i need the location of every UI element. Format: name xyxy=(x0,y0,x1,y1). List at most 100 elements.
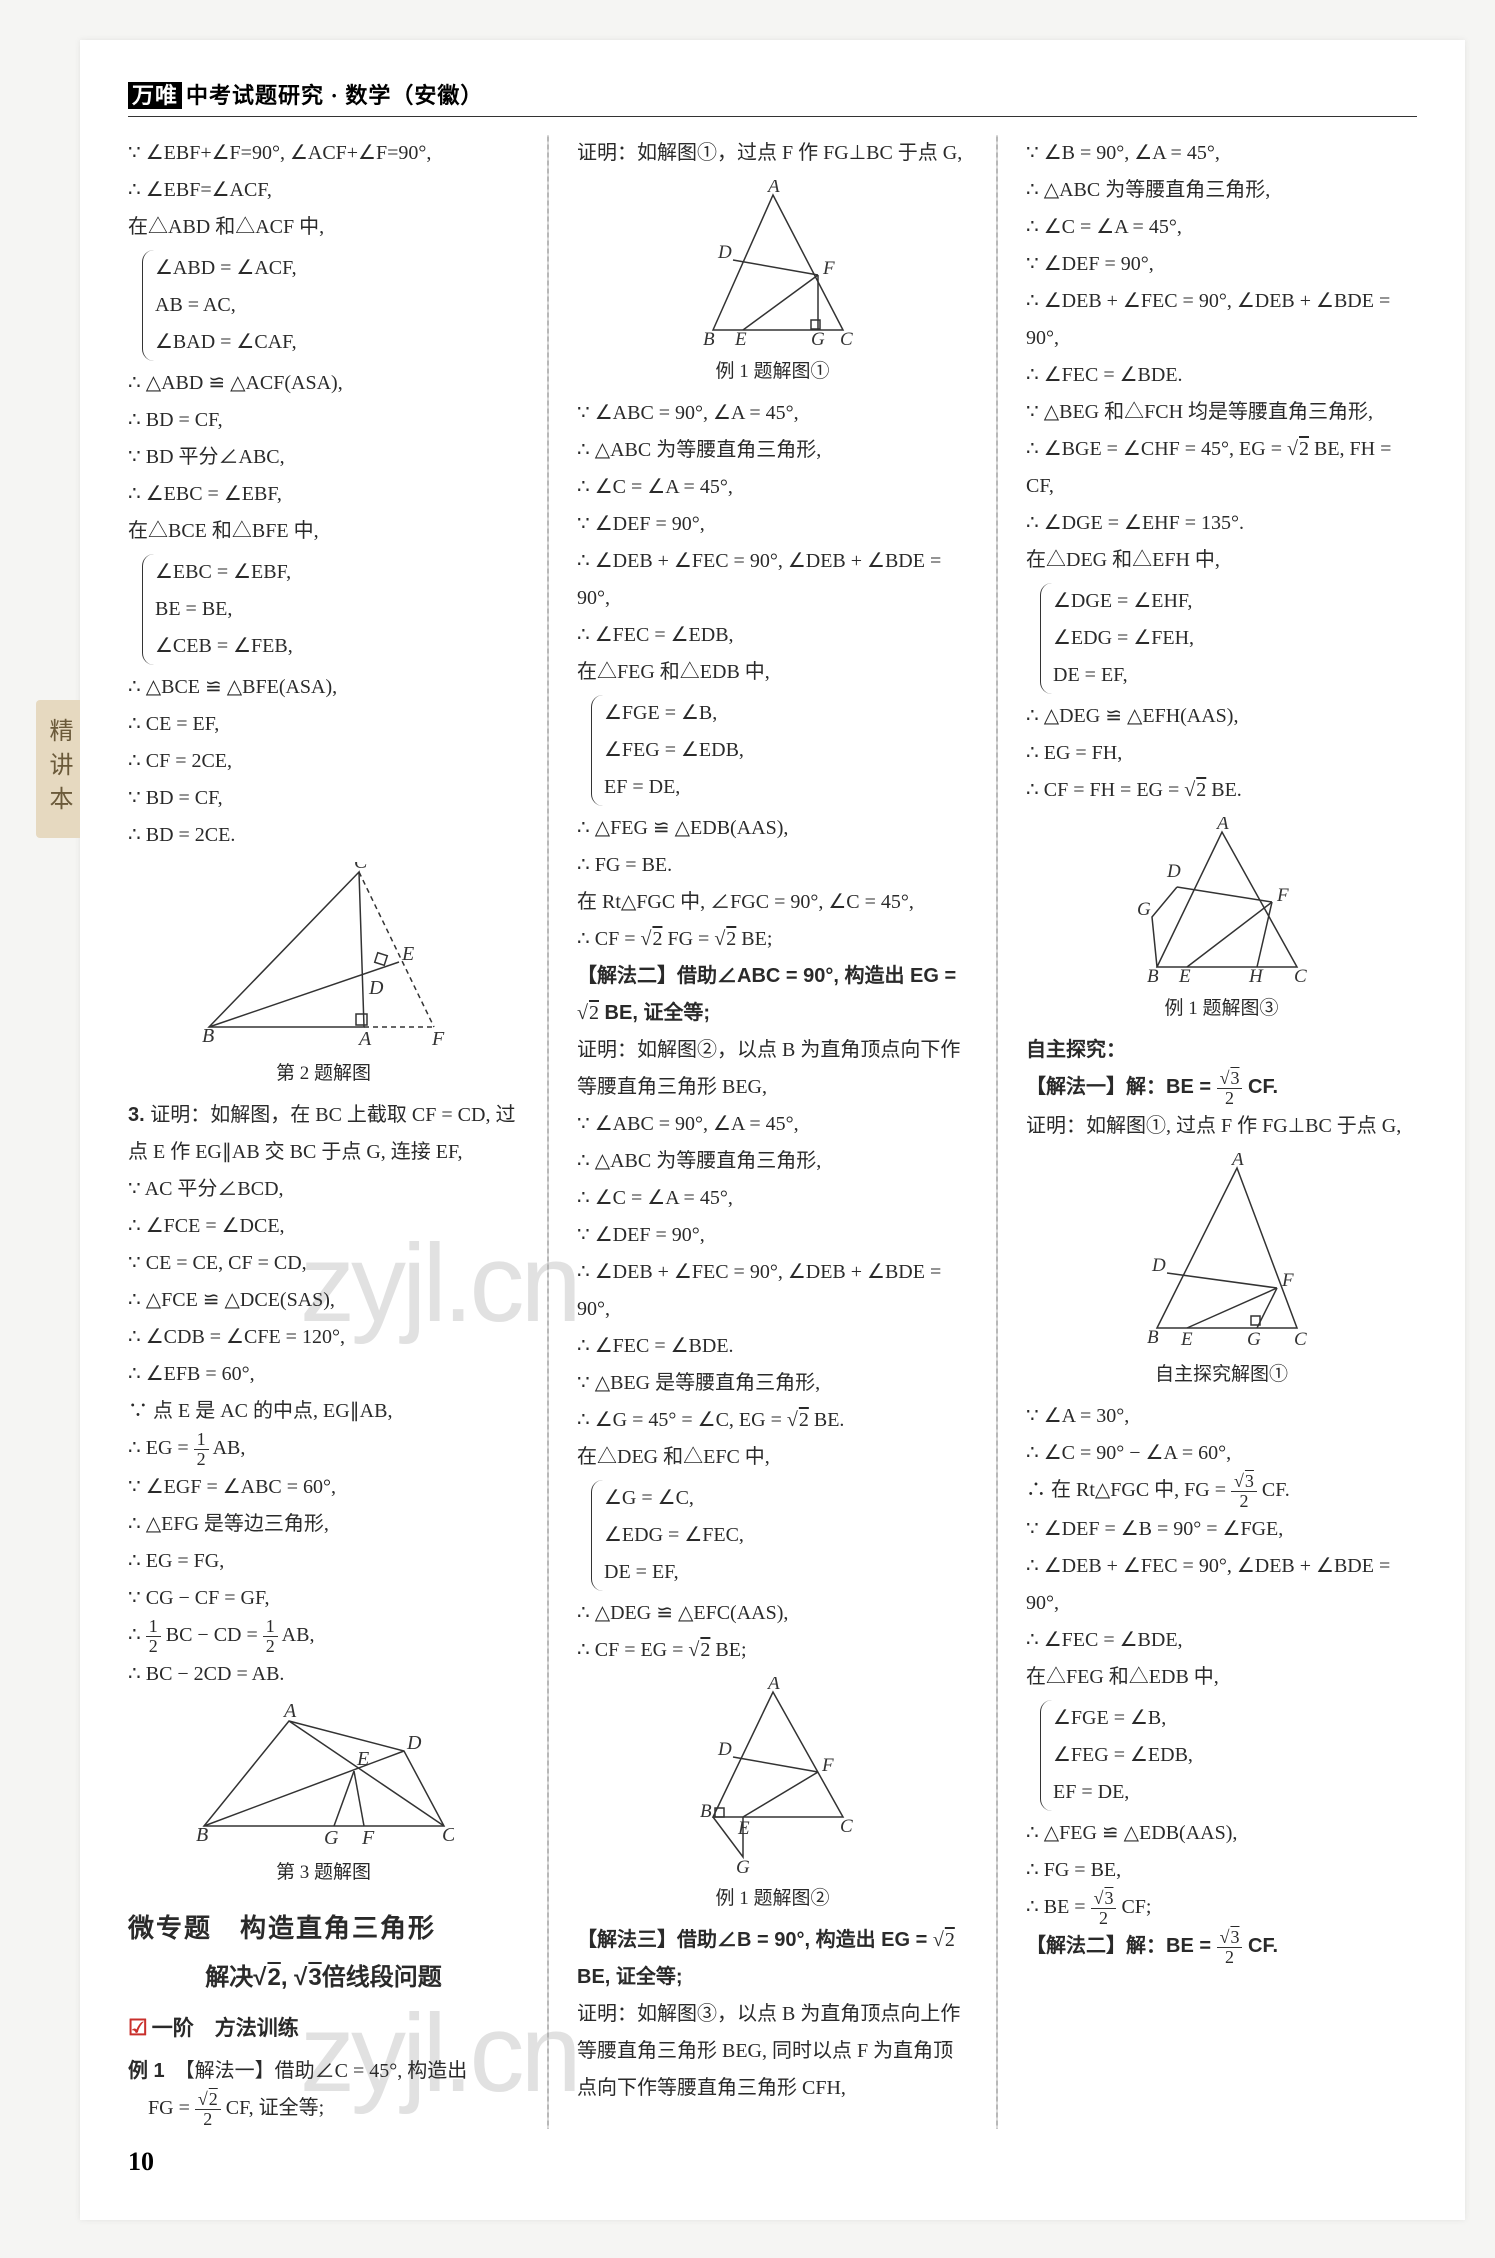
line: ∵ CG − CF = GF, xyxy=(128,1580,519,1617)
line: ∴ ∠DEB + ∠FEC = 90°, ∠DEB + ∠BDE = 90°, xyxy=(1026,283,1417,357)
line: ∴ 12 BC − CD = 12 AB, xyxy=(128,1617,519,1656)
line: ∴ △ABC 为等腰直角三角形, xyxy=(1026,172,1417,209)
svg-text:D: D xyxy=(717,1739,732,1760)
line: ∴ CF = EG = √2 BE; xyxy=(577,1632,968,1669)
line: ∴ △ABC 为等腰直角三角形, xyxy=(577,432,968,469)
line: ∴ BD = 2CE. xyxy=(128,817,519,854)
line: ∴ △DEG ≌ △EFH(AAS), xyxy=(1026,698,1417,735)
line: ∴ ∠EFB = 60°, xyxy=(128,1356,519,1393)
svg-text:C: C xyxy=(1294,1329,1307,1350)
line: DE = EF, xyxy=(604,1554,968,1591)
svg-text:A: A xyxy=(766,1677,780,1694)
line: ∵ BD 平分∠ABC, xyxy=(128,439,519,476)
svg-text:D: D xyxy=(717,242,732,263)
figure-ex1-1: A BE GC DF xyxy=(683,180,863,350)
svg-text:A: A xyxy=(282,1701,297,1722)
brace-group: ∠DGE = ∠EHF, ∠EDG = ∠FEH, DE = EF, xyxy=(1040,583,1417,694)
line: ∠EBC = ∠EBF, xyxy=(155,554,519,591)
line: ∴ EG = FG, xyxy=(128,1543,519,1580)
line: ∠FEG = ∠EDB, xyxy=(604,732,968,769)
page-header: 万唯中考试题研究 · 数学（安徽） xyxy=(128,78,1417,117)
svg-text:B: B xyxy=(202,1025,214,1047)
line: 在△FEG 和△EDB 中, xyxy=(577,654,968,691)
column-1: ∵ ∠EBF+∠F=90°, ∠ACF+∠F=90°, ∴ ∠EBF=∠ACF,… xyxy=(128,135,519,2129)
line: 【解法二】借助∠ABC = 90°, 构造出 EG = √2 BE, 证全等; xyxy=(577,958,968,1032)
figure-caption: 例 1 题解图① xyxy=(577,354,968,389)
line: ∴ ∠FEC = ∠BDE. xyxy=(1026,357,1417,394)
svg-text:B: B xyxy=(700,1801,712,1822)
line: 【解法三】借助∠B = 90°, 构造出 EG = √2 BE, 证全等; xyxy=(577,1922,968,1996)
micro-topic-sub: 解决√2, √3倍线段问题 xyxy=(128,1956,519,2000)
line: ∴ CF = FH = EG = √2 BE. xyxy=(1026,772,1417,809)
line: ∴ △FEG ≌ △EDB(AAS), xyxy=(1026,1815,1417,1852)
line: ∵ ∠A = 30°, xyxy=(1026,1398,1417,1435)
line: ∠G = ∠C, xyxy=(604,1480,968,1517)
line: 【解法一】解：BE = √32 CF. xyxy=(1026,1069,1417,1108)
svg-text:E: E xyxy=(737,1818,750,1839)
svg-text:E: E xyxy=(401,943,414,965)
svg-text:G: G xyxy=(1137,899,1151,920)
line: ∴ ∠G = 45° = ∠C, EG = √2 BE. xyxy=(577,1402,968,1439)
figure-caption: 例 1 题解图② xyxy=(577,1881,968,1916)
line: ∴ △EFG 是等边三角形, xyxy=(128,1506,519,1543)
line: ∴ ∠DEB + ∠FEC = 90°, ∠DEB + ∠BDE = 90°, xyxy=(577,1254,968,1328)
svg-text:A: A xyxy=(1215,817,1229,834)
line: ∴ ∠C = ∠A = 45°, xyxy=(1026,209,1417,246)
line: 在△ABD 和△ACF 中, xyxy=(128,209,519,246)
line: EF = DE, xyxy=(604,769,968,806)
brace-group: ∠FGE = ∠B, ∠FEG = ∠EDB, EF = DE, xyxy=(1040,1700,1417,1811)
line: ∴ ∠C = 90° − ∠A = 60°, xyxy=(1026,1435,1417,1472)
line: 在△BCE 和△BFE 中, xyxy=(128,513,519,550)
line: ∵ ∠EBF+∠F=90°, ∠ACF+∠F=90°, xyxy=(128,135,519,172)
page: 精讲本 万唯中考试题研究 · 数学（安徽） zyjl.cn zyjl.cn ∵ … xyxy=(80,40,1465,2220)
line: 例 1 【解法一】借助∠C = 45°, 构造出 xyxy=(128,2053,519,2090)
svg-text:A: A xyxy=(357,1028,372,1050)
line: ∴ △FCE ≌ △DCE(SAS), xyxy=(128,1282,519,1319)
figure-ex1-3: A BEH C DF G xyxy=(1127,817,1317,987)
figure-caption: 自主探究解图① xyxy=(1026,1357,1417,1392)
page-number: 10 xyxy=(128,2147,1417,2177)
line: ∴ ∠FEC = ∠BDE, xyxy=(1026,1622,1417,1659)
line: ∠BAD = ∠CAF, xyxy=(155,324,519,361)
svg-text:F: F xyxy=(1281,1270,1294,1291)
figure-q3: A B D C E G F xyxy=(194,1701,454,1851)
svg-text:G: G xyxy=(736,1857,750,1877)
svg-text:B: B xyxy=(1147,966,1159,987)
line: ∵ ∠DEF = 90°, xyxy=(577,506,968,543)
header-title: 中考试题研究 · 数学（安徽） xyxy=(186,83,483,108)
line: ∠DGE = ∠EHF, xyxy=(1053,583,1417,620)
line: ∴ ∠CDB = ∠CFE = 120°, xyxy=(128,1319,519,1356)
svg-text:D: D xyxy=(368,977,384,999)
line: ∠EDG = ∠FEC, xyxy=(604,1517,968,1554)
line: ∴ △BCE ≌ △BFE(ASA), xyxy=(128,669,519,706)
line: ∴ ∠DEB + ∠FEC = 90°, ∠DEB + ∠BDE = 90°, xyxy=(577,543,968,617)
line: ∴ △FEG ≌ △EDB(AAS), xyxy=(577,810,968,847)
line: ∴ ∠C = ∠A = 45°, xyxy=(577,469,968,506)
line: 在△DEG 和△EFH 中, xyxy=(1026,542,1417,579)
line: DE = EF, xyxy=(1053,657,1417,694)
line: ∴ FG = BE, xyxy=(1026,1852,1417,1889)
line: ∵ △BEG 是等腰直角三角形, xyxy=(577,1365,968,1402)
line: ∠FGE = ∠B, xyxy=(1053,1700,1417,1737)
brand-badge: 万唯 xyxy=(128,82,182,109)
line: ∴ CF = 2CE, xyxy=(128,743,519,780)
line: ∠FEG = ∠EDB, xyxy=(1053,1737,1417,1774)
line: ∴ CE = EF, xyxy=(128,706,519,743)
svg-text:C: C xyxy=(1294,966,1307,987)
content-columns: ∵ ∠EBF+∠F=90°, ∠ACF+∠F=90°, ∴ ∠EBF=∠ACF,… xyxy=(128,135,1417,2129)
brace-group: ∠EBC = ∠EBF, BE = BE, ∠CEB = ∠FEB, xyxy=(142,554,519,665)
check-icon: ☑ xyxy=(128,2015,148,2040)
line: 证明：如解图②，以点 B 为直角顶点向下作等腰直角三角形 BEG, xyxy=(577,1032,968,1106)
line: ∴ ∠C = ∠A = 45°, xyxy=(577,1180,968,1217)
line: 在△DEG 和△EFC 中, xyxy=(577,1439,968,1476)
line: ∴ EG = 12 AB, xyxy=(128,1430,519,1469)
line: 3. 证明：如解图，在 BC 上截取 CF = CD, 过点 E 作 EG∥AB… xyxy=(128,1097,519,1171)
svg-text:F: F xyxy=(822,258,835,279)
brace-group: ∠FGE = ∠B, ∠FEG = ∠EDB, EF = DE, xyxy=(591,695,968,806)
svg-text:D: D xyxy=(406,1732,422,1754)
line: ∴ BD = CF, xyxy=(128,402,519,439)
line: ∴ FG = BE. xyxy=(577,847,968,884)
line: ∴ ∠BGE = ∠CHF = 45°, EG = √2 BE, FH = CF… xyxy=(1026,431,1417,505)
line: ∵ ∠DEF = 90°, xyxy=(577,1217,968,1254)
svg-text:E: E xyxy=(734,329,747,350)
